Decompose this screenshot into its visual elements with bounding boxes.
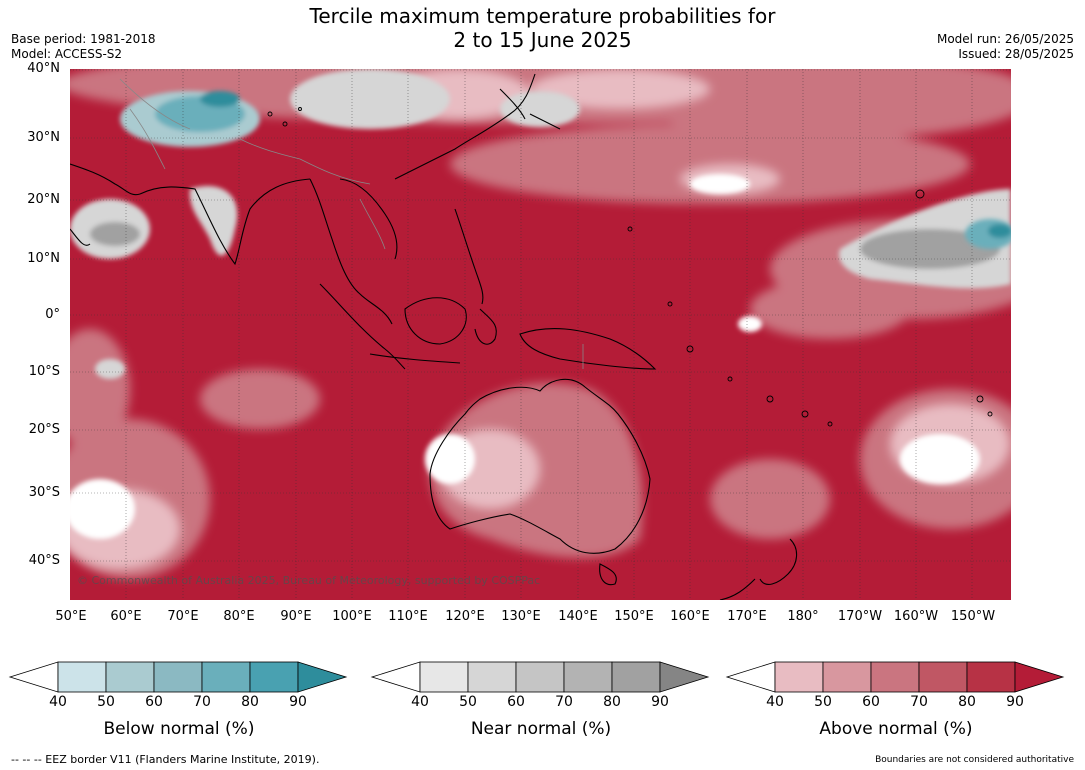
coastlines [70,73,798,600]
cb-below-tick-80: 80 [241,694,259,710]
cb-near-segment-4 [563,661,613,693]
base-info: Base period: 1981-2018 Model: ACCESS-S2 [11,32,156,62]
run-info: Model run: 26/05/2025 Issued: 28/05/2025 [937,32,1074,62]
cb-below-tick-90: 90 [289,694,307,710]
lat-label-40n: 40°N [27,61,60,76]
above-normal-moderate-regions [70,69,1011,579]
lon-label-160e: 160°E [670,609,710,624]
cb-near-segment-3 [515,661,565,693]
colorbar-above-normal [725,661,1065,693]
cb-above-segment-5 [966,661,1016,693]
cb-below-segment-1 [57,661,107,693]
eez-footnote: -- -- -- EEZ border V11 (Flanders Marine… [11,753,320,766]
lon-label-90e: 90°E [280,609,312,624]
cb-near-tick-50: 50 [459,694,477,710]
cb-below-segment-5 [249,661,299,693]
cb-above-segment-1 [774,661,824,693]
cb-below-segment-3 [153,661,203,693]
cb-below-segment-2 [105,661,155,693]
cb-above-segment-4 [918,661,968,693]
cb-below-segment-4 [201,661,251,693]
colorbars-svg [8,661,1065,693]
cb-above-tick-60: 60 [862,694,880,710]
issued-date: Issued: 28/05/2025 [958,47,1074,61]
cb-near-tick-40: 40 [411,694,429,710]
cb-below-tick-60: 60 [145,694,163,710]
title-line-1: Tercile maximum temperature probabilitie… [309,4,776,28]
graticule [70,69,1011,600]
cb-near-tick-70: 70 [555,694,573,710]
lon-label-110e: 110°E [388,609,428,624]
cb-below-tick-50: 50 [97,694,115,710]
lon-label-60e: 60°E [110,609,142,624]
lat-label-40s: 40°S [28,553,60,568]
cb-below-high-extend [297,661,348,693]
lon-label-140e: 140°E [558,609,598,624]
lon-label-180: 180° [787,609,819,624]
cb-above-tick-70: 70 [910,694,928,710]
colorbar-near-normal [370,661,710,693]
lon-label-170e: 170°E [727,609,767,624]
chart-title: Tercile maximum temperature probabilitie… [0,4,1085,52]
cb-below-low-extend [8,661,59,693]
cb-near-high-extend [659,661,710,693]
lat-label-30n: 30°N [27,130,60,145]
cb-near-segment-1 [419,661,469,693]
cb-above-title: Above normal (%) [819,719,973,739]
lat-label-30s: 30°S [28,485,60,500]
cb-near-tick-90: 90 [651,694,669,710]
cb-near-tick-60: 60 [507,694,525,710]
cb-above-tick-50: 50 [814,694,832,710]
lat-label-10n: 10°N [27,251,60,266]
cb-above-segment-2 [822,661,872,693]
cb-near-title: Near normal (%) [470,719,612,739]
lon-label-150w: 150°W [950,609,996,624]
lat-label-10s: 10°S [28,364,60,379]
cb-near-segment-2 [467,661,517,693]
lon-label-130e: 130°E [501,609,541,624]
lon-label-170w: 170°W [837,609,883,624]
lon-label-160w: 160°W [893,609,939,624]
lon-label-50e: 50°E [55,609,87,624]
cb-above-segment-3 [870,661,920,693]
lat-label-0: 0° [45,307,60,322]
cb-near-tick-80: 80 [603,694,621,710]
borders [119,78,584,369]
lon-label-70e: 70°E [167,609,199,624]
cb-above-tick-90: 90 [1006,694,1024,710]
copyright-notice: © Commonwealth of Australia 2025, Bureau… [77,574,541,587]
title-line-2: 2 to 15 June 2025 [453,28,632,52]
cb-below-tick-70: 70 [193,694,211,710]
lon-label-150e: 150°E [614,609,654,624]
lon-label-100e: 100°E [332,609,372,624]
colorbar-below-normal [8,661,348,693]
cb-near-low-extend [370,661,421,693]
cb-below-tick-40: 40 [49,694,67,710]
cb-above-tick-80: 80 [958,694,976,710]
model-run: Model run: 26/05/2025 [936,32,1074,46]
probability-map [70,69,1011,600]
lon-label-120e: 120°E [445,609,485,624]
lon-label-80e: 80°E [223,609,255,624]
cb-below-title: Below normal (%) [103,719,255,739]
cb-above-tick-40: 40 [766,694,784,710]
base-period: Base period: 1981-2018 [11,32,156,46]
boundaries-disclaimer: Boundaries are not considered authoritat… [875,755,1074,765]
lat-label-20n: 20°N [27,192,60,207]
model-name: Model: ACCESS-S2 [11,47,123,61]
lat-label-20s: 20°S [28,422,60,437]
cb-near-segment-5 [611,661,661,693]
islands [267,107,993,427]
cb-above-high-extend [1014,661,1065,693]
map-svg [70,69,1011,600]
cb-above-low-extend [725,661,776,693]
